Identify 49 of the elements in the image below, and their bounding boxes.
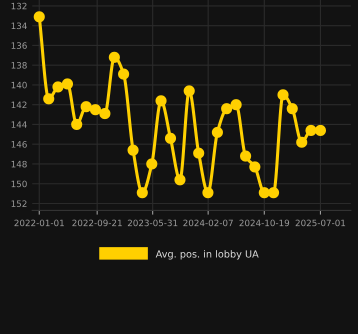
point xyxy=(221,103,232,114)
y-tick-label: 150 xyxy=(12,180,27,188)
point xyxy=(99,108,110,120)
point xyxy=(43,93,54,104)
point xyxy=(184,85,195,96)
y-tick-label: 144 xyxy=(12,121,27,128)
point xyxy=(90,104,101,116)
point xyxy=(52,81,64,92)
point xyxy=(62,78,74,90)
x-tick-label: 2022-01-01 xyxy=(14,220,64,226)
point xyxy=(314,124,326,136)
y-tick-label: 138 xyxy=(12,62,27,69)
point xyxy=(296,136,308,148)
y-tick-label: 132 xyxy=(12,2,26,10)
point xyxy=(268,187,280,198)
point xyxy=(286,103,298,114)
point xyxy=(230,99,242,110)
point xyxy=(164,132,176,144)
point xyxy=(118,68,130,80)
text: Avg. pos. in lobby UA xyxy=(156,250,259,260)
y-tick-label: 152 xyxy=(12,200,26,207)
y-tick-label: 146 xyxy=(12,141,27,148)
y-tick-label: 140 xyxy=(12,82,27,88)
point xyxy=(277,89,289,100)
x-tick-label: 2024-10-19 xyxy=(240,220,290,226)
point xyxy=(34,11,45,22)
y-tick-label: 148 xyxy=(12,160,27,168)
point xyxy=(212,126,223,138)
point xyxy=(202,187,214,198)
y-tick-label: 142 xyxy=(12,102,26,108)
x-tick-label: 2024-02-07 xyxy=(183,220,233,226)
point xyxy=(249,161,260,173)
point xyxy=(305,124,317,136)
y-tick-label: 134 xyxy=(12,22,27,30)
point xyxy=(80,101,92,112)
x-tick-label: 2023-05-31 xyxy=(128,220,178,226)
point xyxy=(193,148,204,159)
point xyxy=(258,187,270,198)
point xyxy=(155,95,167,106)
point xyxy=(146,158,158,170)
point xyxy=(108,52,120,63)
point xyxy=(128,144,139,156)
x-tick-label: 2022-09-21 xyxy=(72,220,122,226)
point xyxy=(174,174,186,186)
x-tick-label: 2025-07-01 xyxy=(296,220,346,226)
point xyxy=(240,150,252,162)
point xyxy=(136,187,148,198)
point xyxy=(71,118,82,130)
y-tick-label: 136 xyxy=(12,42,27,49)
